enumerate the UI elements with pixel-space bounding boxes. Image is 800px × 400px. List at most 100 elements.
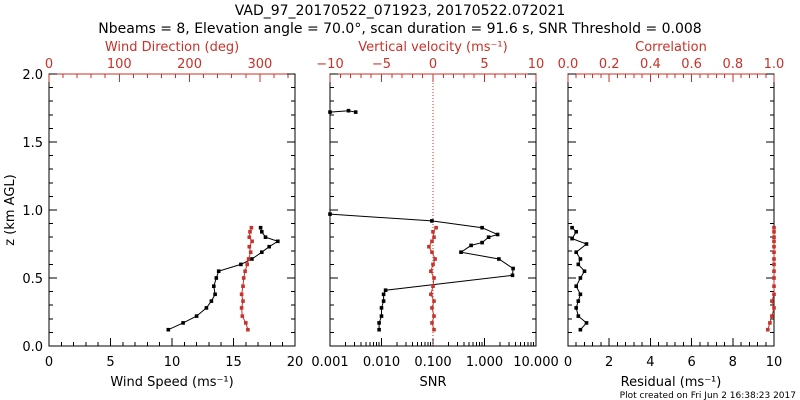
- snr-bottom-tick-label: 0.010: [363, 355, 400, 370]
- wind-series-1-point: [250, 239, 254, 244]
- wind-series-0-point: [250, 257, 254, 261]
- wind-series-1-point: [241, 284, 245, 288]
- snr-series-0-point: [379, 314, 384, 318]
- wind-series-0-point: [204, 306, 209, 310]
- wind-series-1-point: [239, 292, 244, 297]
- snr-series-0-point: [328, 212, 332, 216]
- y-tick-label: 1.5: [22, 136, 43, 151]
- snr-series-2-point: [432, 299, 436, 303]
- snr-series-0-point: [497, 257, 501, 261]
- wind-series-1-point: [241, 299, 245, 303]
- wind-bottom-tick-label: 15: [225, 355, 242, 370]
- wind-bottom-tick-label: 5: [106, 355, 114, 370]
- snr-series-2-point: [432, 235, 436, 239]
- snr-series-2-point: [432, 314, 436, 318]
- snr-series-1-point: [353, 110, 358, 114]
- wind-series-0-point: [194, 314, 199, 318]
- wind-series-0-line: [168, 227, 279, 331]
- wind-series-1-point: [246, 327, 250, 332]
- snr-series-1-point: [328, 110, 332, 114]
- wind-series-1-point: [241, 276, 246, 280]
- residual-series-1-point: [772, 235, 776, 239]
- wind-series-0-point: [267, 244, 271, 249]
- snr-series-2-point: [429, 269, 433, 273]
- residual-series-0-point: [574, 230, 578, 234]
- wind-bottom-tick-label: 10: [164, 355, 181, 370]
- wind-series-0-point: [209, 299, 214, 303]
- wind-series-0-point: [212, 284, 216, 288]
- wind-series-1-point: [247, 235, 252, 239]
- residual-series-1-point: [772, 244, 776, 249]
- residual-series-1-point: [772, 276, 776, 280]
- wind-series-0-point: [166, 327, 171, 332]
- snr-series-1-point: [346, 108, 351, 113]
- snr-series-0-point: [480, 240, 484, 245]
- snr-series-0-point: [511, 266, 515, 271]
- wind-series-1-point: [249, 225, 254, 230]
- residual-series-0-point: [574, 284, 578, 288]
- snr-bottom-tick-label: 1.000: [466, 355, 503, 370]
- residual-series-0-point: [570, 236, 574, 241]
- wind-series-0-point: [239, 262, 243, 267]
- residual-series-1-point: [768, 321, 772, 325]
- plot-created-note: Plot created on Fri Jun 2 16:38:23 2017: [620, 391, 796, 400]
- snr-top-tick-label: −5: [372, 57, 391, 72]
- residual-bottom-tick-label: 4: [646, 355, 654, 370]
- wind-series-1-point: [246, 257, 251, 261]
- residual-series-1-point: [772, 262, 776, 267]
- snr-series-2-point: [429, 292, 433, 297]
- residual-series-0-point: [576, 314, 581, 318]
- y-tick-label: 2.0: [22, 68, 43, 83]
- y-tick-label: 1.0: [22, 204, 43, 219]
- wind-series-1-point: [247, 244, 252, 249]
- y-tick-label: 0.5: [22, 272, 43, 287]
- residual-bottom-tick-label: 10: [766, 355, 783, 370]
- snr-series-0-point: [469, 243, 473, 248]
- height-axis-label: z (km AGL): [3, 174, 18, 245]
- residual-series-0-point: [570, 225, 574, 230]
- residual-series-0-point: [574, 250, 578, 254]
- vertical-velocity-axis-label: Vertical velocity (ms⁻¹): [358, 40, 507, 55]
- residual-series-0-point: [576, 299, 581, 303]
- snr-series-2-point: [432, 327, 436, 332]
- snr-series-1-line: [329, 110, 356, 113]
- wind-series-0-point: [263, 235, 268, 239]
- residual-series-0-point: [578, 276, 583, 280]
- wind-top-tick-label: 0: [45, 57, 53, 72]
- residual-series-1-point: [772, 257, 776, 261]
- residual-top-tick-label: 1.0: [764, 57, 785, 72]
- snr-series-2-point: [431, 230, 435, 234]
- wind-top-tick-label: 200: [177, 57, 202, 72]
- snr-series-0-point: [510, 273, 515, 278]
- residual-bottom-tick-label: 0: [564, 355, 572, 370]
- residual-axis-label: Residual (ms⁻¹): [621, 375, 722, 390]
- snr-series-2-point: [430, 306, 434, 310]
- residual-series-0-point: [584, 242, 589, 246]
- wind-series-0-point: [260, 250, 264, 254]
- residual-series-0-line: [571, 227, 588, 331]
- residual-bottom-tick-label: 2: [605, 355, 613, 370]
- figure-subtitle: Nbeams = 8, Elevation angle = 70.0°, sca…: [98, 21, 701, 37]
- snr-series-2-point: [431, 284, 435, 288]
- residual-series-1-point: [772, 284, 776, 288]
- residual-series-0-point: [582, 269, 587, 273]
- wind-series-0-point: [214, 276, 219, 280]
- panel-snr: 0.001 0.010 0.100 1.000 10.000 −10 −5 0 5 10: [311, 57, 558, 370]
- snr-axis-label: SNR: [419, 375, 446, 390]
- residual-series-1-point: [772, 230, 776, 234]
- wind-bottom-tick-label: 0: [45, 355, 53, 370]
- snr-bottom-tick-label: 10.000: [513, 355, 559, 370]
- wind-series-1-point: [245, 262, 249, 267]
- snr-series-0-point: [486, 235, 491, 239]
- snr-series-2-point: [430, 250, 434, 254]
- snr-series-0-point: [379, 306, 384, 310]
- snr-top-tick-label: 10: [528, 57, 545, 72]
- residual-bottom-tick-label: 6: [687, 355, 695, 370]
- residual-series-0-point: [584, 321, 589, 325]
- snr-series-0-point: [383, 288, 388, 292]
- residual-top-tick-label: 0.0: [558, 57, 579, 72]
- wind-series-0-point: [258, 225, 263, 230]
- residual-series-1-point: [772, 269, 776, 273]
